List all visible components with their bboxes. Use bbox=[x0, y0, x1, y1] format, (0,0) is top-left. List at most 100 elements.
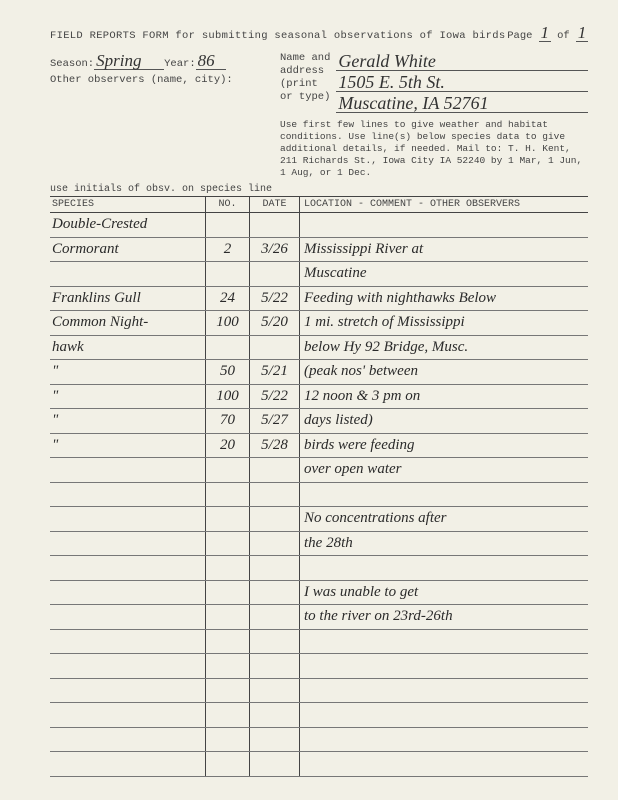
table-row bbox=[50, 630, 588, 655]
count-cell: 100 bbox=[206, 311, 250, 335]
table-row: No concentrations after bbox=[50, 507, 588, 532]
species-cell bbox=[50, 728, 206, 752]
table-row: the 28th bbox=[50, 532, 588, 557]
table-row: to the river on 23rd-26th bbox=[50, 605, 588, 630]
species-cell bbox=[50, 605, 206, 629]
date-cell bbox=[250, 581, 300, 605]
count-cell: 24 bbox=[206, 287, 250, 311]
count-cell bbox=[206, 507, 250, 531]
count-cell: 20 bbox=[206, 434, 250, 458]
count-cell: 70 bbox=[206, 409, 250, 433]
date-cell bbox=[250, 605, 300, 629]
page-total: 1 bbox=[576, 24, 588, 42]
date-cell bbox=[250, 679, 300, 703]
table-row: hawkbelow Hy 92 Bridge, Musc. bbox=[50, 336, 588, 361]
count-cell bbox=[206, 532, 250, 556]
count-cell bbox=[206, 752, 250, 776]
table-row bbox=[50, 752, 588, 777]
col-no-header: NO. bbox=[206, 197, 250, 212]
location-cell: below Hy 92 Bridge, Musc. bbox=[300, 336, 588, 360]
count-cell: 50 bbox=[206, 360, 250, 384]
count-cell: 100 bbox=[206, 385, 250, 409]
table-row bbox=[50, 654, 588, 679]
table-row: Common Night-1005/201 mi. stretch of Mis… bbox=[50, 311, 588, 336]
species-cell bbox=[50, 679, 206, 703]
count-cell: 2 bbox=[206, 238, 250, 262]
count-cell bbox=[206, 336, 250, 360]
location-cell bbox=[300, 703, 588, 727]
date-cell: 5/27 bbox=[250, 409, 300, 433]
species-cell: Double-Crested bbox=[50, 213, 206, 237]
count-cell bbox=[206, 703, 250, 727]
table-row: Double-Crested bbox=[50, 213, 588, 238]
location-cell bbox=[300, 483, 588, 507]
location-cell: over open water bbox=[300, 458, 588, 482]
location-cell bbox=[300, 654, 588, 678]
location-cell: 1 mi. stretch of Mississippi bbox=[300, 311, 588, 335]
location-cell bbox=[300, 728, 588, 752]
table-row: Muscatine bbox=[50, 262, 588, 287]
table-row: "705/27 days listed) bbox=[50, 409, 588, 434]
species-cell: " bbox=[50, 385, 206, 409]
table-row: Cormorant23/26Mississippi River at bbox=[50, 238, 588, 263]
table-row bbox=[50, 728, 588, 753]
table-row bbox=[50, 556, 588, 581]
species-cell bbox=[50, 532, 206, 556]
name-label-2: address bbox=[280, 65, 330, 78]
table-row: I was unable to get bbox=[50, 581, 588, 606]
table-row: over open water bbox=[50, 458, 588, 483]
location-cell: No concentrations after bbox=[300, 507, 588, 531]
table-row: "1005/22 12 noon & 3 pm on bbox=[50, 385, 588, 410]
date-cell bbox=[250, 532, 300, 556]
count-cell bbox=[206, 581, 250, 605]
date-cell bbox=[250, 728, 300, 752]
count-cell bbox=[206, 213, 250, 237]
count-cell bbox=[206, 679, 250, 703]
location-cell: the 28th bbox=[300, 532, 588, 556]
table-header: SPECIES NO. DATE LOCATION - COMMENT - OT… bbox=[50, 197, 588, 213]
species-cell bbox=[50, 458, 206, 482]
year-value: 86 bbox=[196, 52, 226, 70]
date-cell bbox=[250, 556, 300, 580]
count-cell bbox=[206, 605, 250, 629]
name-label-3: (print bbox=[280, 78, 330, 91]
species-cell bbox=[50, 752, 206, 776]
page-indicator: Page 1 of 1 bbox=[507, 24, 588, 42]
date-cell: 5/28 bbox=[250, 434, 300, 458]
page-label: Page bbox=[507, 30, 532, 42]
table-row bbox=[50, 703, 588, 728]
location-cell: to the river on 23rd-26th bbox=[300, 605, 588, 629]
date-cell bbox=[250, 703, 300, 727]
observer-address-2: Muscatine, IA 52761 bbox=[336, 94, 588, 113]
location-cell: 12 noon & 3 pm on bbox=[300, 385, 588, 409]
count-cell bbox=[206, 556, 250, 580]
location-cell: (peak nos' between bbox=[300, 360, 588, 384]
date-cell bbox=[250, 458, 300, 482]
date-cell bbox=[250, 336, 300, 360]
table-row bbox=[50, 483, 588, 508]
species-cell bbox=[50, 703, 206, 727]
location-cell: Muscatine bbox=[300, 262, 588, 286]
species-cell bbox=[50, 630, 206, 654]
location-cell bbox=[300, 630, 588, 654]
species-cell: " bbox=[50, 434, 206, 458]
season-value: Spring bbox=[94, 52, 164, 70]
initials-label: use initials of obsv. on species line bbox=[50, 184, 588, 197]
date-cell bbox=[250, 483, 300, 507]
species-cell bbox=[50, 581, 206, 605]
location-cell bbox=[300, 752, 588, 776]
date-cell: 5/20 bbox=[250, 311, 300, 335]
location-cell bbox=[300, 556, 588, 580]
instructions-text: Use first few lines to give weather and … bbox=[280, 119, 588, 178]
species-cell: Franklins Gull bbox=[50, 287, 206, 311]
page-current: 1 bbox=[539, 24, 551, 42]
season-label: Season: bbox=[50, 58, 94, 70]
date-cell: 3/26 bbox=[250, 238, 300, 262]
species-cell bbox=[50, 654, 206, 678]
date-cell bbox=[250, 507, 300, 531]
col-date-header: DATE bbox=[250, 197, 300, 212]
date-cell bbox=[250, 654, 300, 678]
count-cell bbox=[206, 728, 250, 752]
count-cell bbox=[206, 654, 250, 678]
count-cell bbox=[206, 262, 250, 286]
